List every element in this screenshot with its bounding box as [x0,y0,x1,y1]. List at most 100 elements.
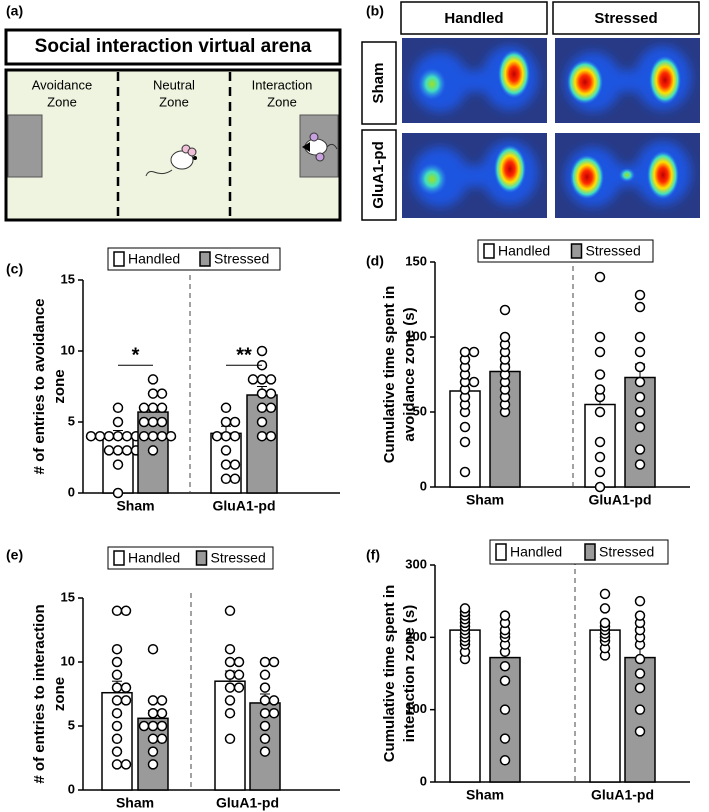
avoidance-box [7,114,43,178]
x-tick-label: GluA1-pd [591,787,654,803]
panel-label: (f) [366,547,380,563]
y-axis-label: # of entries to avoidance [31,299,48,475]
data-point [499,704,511,715]
data-point [233,656,245,668]
data-point [156,430,168,442]
data-point [120,759,132,770]
legend-swatch [199,251,211,267]
data-point [156,416,168,428]
y-tick-label: 5 [68,717,75,732]
y-axis-label: avoidance zone (s) [401,307,418,441]
data-point [112,430,124,442]
data-point [634,421,646,433]
significance-label: ** [236,344,252,366]
data-point [156,733,168,745]
y-axis-label: zone [51,677,68,711]
data-point [165,430,177,442]
data-point [147,416,159,428]
data-point [499,675,511,686]
data-point [112,459,124,470]
row-label: Sham [370,63,387,104]
data-point [599,603,611,614]
data-point [499,755,511,766]
data-point [229,459,241,470]
data-point [259,695,271,706]
data-point [224,656,236,668]
data-point [259,720,271,732]
data-point [499,661,511,672]
y-tick-label: 0 [68,484,75,499]
mouse-icon [302,132,338,162]
y-axis-label: zone [51,369,68,403]
data-point [634,346,646,358]
data-point [634,653,646,665]
data-point [147,374,159,385]
zone-label: Interaction [252,77,313,92]
data-point [138,430,150,442]
data-point [594,331,606,343]
significance-label: * [132,344,140,366]
heatmap [402,133,547,218]
data-point [634,406,646,418]
y-tick-label: 15 [61,271,75,286]
legend-label: Handled [128,550,180,566]
data-point [111,733,123,745]
data-point [499,733,511,744]
data-point [111,682,123,693]
data-point [256,416,268,428]
data-point [220,459,232,470]
data-point [599,617,611,629]
y-axis-label: Cumulative time spent in [381,286,398,464]
legend-label: Stressed [211,550,266,566]
y-axis-label: # of entries to interaction [31,604,48,783]
data-point [224,682,236,693]
data-point [138,416,150,428]
data-point [594,346,606,358]
data-point [459,436,471,448]
data-point [634,289,646,301]
y-tick-label: 10 [61,342,75,357]
data-point [147,402,159,414]
y-tick-label: 0 [420,773,427,788]
column-header [400,1,548,35]
row-label: GluA1-pd [370,141,387,209]
data-point [233,682,245,693]
legend-swatch [483,243,495,259]
data-point [459,603,471,614]
data-point [599,588,611,600]
legend-box [107,247,281,271]
data-point [111,656,123,668]
y-tick-label: 0 [68,781,75,796]
data-point [103,445,115,456]
column-label: Handled [444,10,503,27]
data-point [220,416,232,428]
data-point [138,402,150,414]
data-point [268,656,280,668]
data-point [121,430,133,442]
data-point [120,682,132,693]
data-point [85,430,97,442]
y-tick-label: 10 [61,653,75,668]
legend-label: Handled [128,251,180,267]
data-point [594,466,606,478]
x-tick-label: Sham [466,492,504,508]
legend-label: Stressed [599,544,654,560]
x-tick-label: Sham [116,795,154,811]
data-point [499,331,511,343]
data-point [256,402,268,414]
data-point [94,430,106,442]
data-point [229,473,241,485]
data-point [594,436,606,448]
data-point [112,416,124,428]
title-box [4,28,342,66]
data-point [120,605,132,617]
data-point [156,402,168,414]
y-tick-label: 100 [405,701,427,716]
data-point [268,707,280,719]
data-point [594,481,606,493]
x-tick-label: Sham [466,787,504,803]
data-point [229,430,241,442]
data-point [499,304,511,316]
data-point [468,346,480,358]
data-point [120,695,132,706]
